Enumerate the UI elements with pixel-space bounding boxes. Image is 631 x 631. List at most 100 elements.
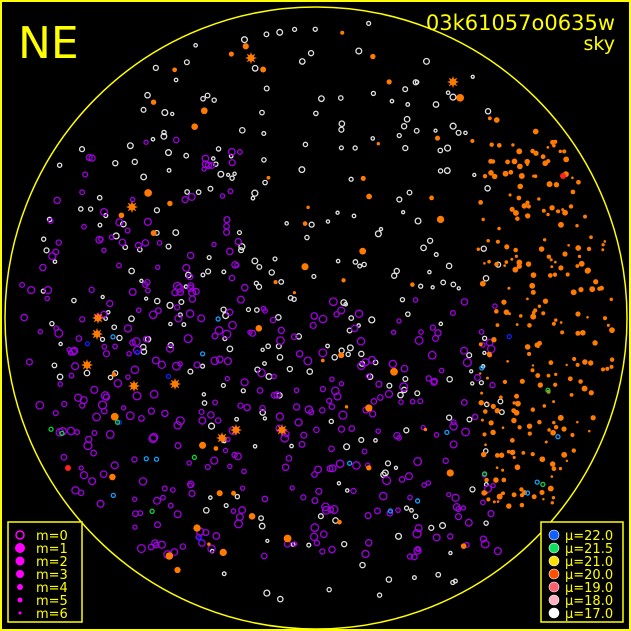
star-marker: [100, 294, 105, 300]
star-marker: [300, 431, 308, 439]
star-marker: [83, 369, 91, 377]
star-marker: [515, 216, 520, 221]
star-marker: [385, 576, 393, 583]
star-marker: [172, 67, 177, 73]
star-marker: [429, 324, 437, 331]
star-marker: [148, 434, 158, 444]
star-marker: [423, 427, 428, 432]
star-marker: [212, 532, 221, 540]
star-marker: [149, 389, 159, 399]
star-marker: [106, 299, 114, 308]
star-marker: [150, 230, 157, 236]
star-marker: [515, 400, 521, 407]
star-marker: [550, 265, 554, 269]
star-marker: [403, 427, 410, 434]
star-marker: [451, 493, 460, 503]
star-marker: [485, 376, 489, 380]
star-marker: [382, 476, 392, 486]
star-marker: [184, 189, 190, 195]
star-marker: [227, 147, 236, 156]
star-marker: [174, 442, 182, 450]
star-marker: [415, 546, 421, 552]
star-marker: [223, 216, 231, 224]
star-marker: [559, 321, 563, 324]
star-marker: [338, 352, 345, 359]
star-marker: [129, 196, 136, 203]
star-marker: [511, 143, 515, 147]
star-marker: [466, 352, 473, 359]
star-marker: [193, 361, 201, 369]
star-marker: [178, 298, 185, 306]
star-marker: [291, 26, 298, 33]
star-marker: [100, 310, 108, 318]
star-marker: [478, 380, 485, 386]
star-marker: [470, 74, 475, 79]
star-marker: [214, 326, 224, 335]
star-marker: [530, 313, 537, 320]
magnitude-legend-label: m=3: [36, 568, 68, 583]
star-marker: [540, 481, 546, 488]
star-marker: [40, 236, 47, 242]
star-marker: [231, 451, 238, 459]
star-marker: [434, 329, 442, 337]
star-marker: [534, 479, 540, 485]
star-marker: [234, 237, 243, 246]
star-marker: [486, 497, 491, 502]
star-marker: [292, 291, 297, 295]
star-marker: [460, 399, 468, 406]
star-marker: [550, 475, 554, 478]
star-marker: [96, 499, 105, 508]
star-marker: [373, 507, 381, 515]
star-marker: [48, 426, 54, 432]
star-marker: [99, 470, 108, 479]
star-marker: [348, 315, 355, 321]
star-marker: [309, 321, 317, 330]
star-marker: [609, 297, 614, 302]
star-marker: [443, 144, 452, 152]
star-marker: [552, 143, 556, 148]
star-marker: [418, 283, 424, 289]
star-marker: [68, 372, 75, 379]
star-marker: [134, 349, 140, 356]
star-marker: [236, 229, 243, 236]
star-marker: [454, 513, 463, 521]
star-marker: [365, 373, 372, 380]
star-marker: [501, 491, 505, 496]
star-marker: [226, 247, 234, 256]
star-marker: [497, 398, 504, 405]
star-marker: [542, 498, 545, 501]
star-marker: [263, 85, 270, 92]
star-marker: [161, 109, 169, 117]
star-marker: [532, 174, 536, 178]
star-marker: [44, 295, 51, 302]
star-marker: [199, 363, 206, 369]
star-marker: [126, 350, 132, 357]
star-marker: [165, 373, 172, 380]
star-marker: [151, 356, 160, 365]
star-marker: [276, 28, 284, 36]
star-marker: [325, 343, 331, 349]
star-marker: [65, 465, 71, 471]
star-marker: [153, 456, 160, 462]
star-marker: [486, 351, 492, 357]
star-marker: [302, 221, 308, 226]
star-marker: [263, 589, 271, 597]
star-marker: [234, 519, 244, 529]
star-marker: [589, 286, 596, 293]
star-marker: [537, 197, 541, 201]
star-marker: [548, 360, 554, 366]
star-marker: [511, 158, 518, 165]
star-marker: [240, 378, 249, 387]
star-marker: [530, 451, 535, 457]
star-marker: [487, 402, 490, 405]
star-marker: [132, 524, 138, 530]
star-marker: [422, 57, 431, 65]
star-marker: [255, 325, 263, 332]
star-marker: [565, 272, 570, 277]
star-marker: [507, 286, 511, 290]
star-marker: [450, 281, 457, 288]
star-marker: [482, 409, 488, 414]
star-marker: [234, 493, 241, 500]
star-marker: [409, 398, 416, 405]
